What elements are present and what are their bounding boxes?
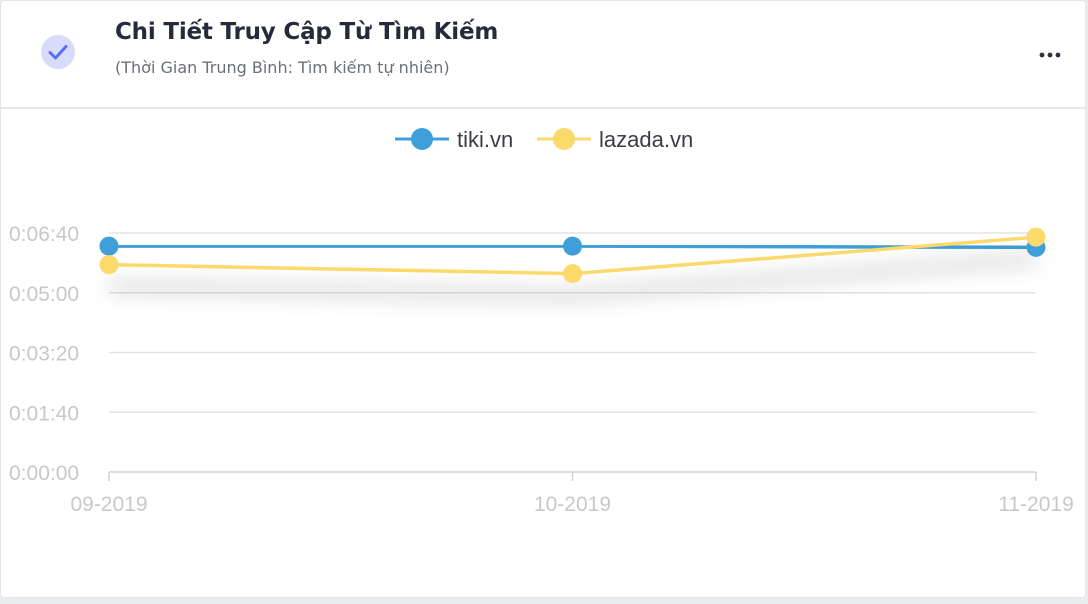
y-tick-label: 0:00:00	[9, 462, 79, 485]
legend-item-lazada[interactable]: lazada.vn	[535, 119, 705, 159]
legend-label-lazada: lazada.vn	[599, 127, 694, 152]
legend-swatch-lazada	[537, 128, 591, 150]
card-header: Chi Tiết Truy Cập Từ Tìm Kiếm (Thời Gian…	[1, 1, 1085, 109]
x-tick-label: 11-2019	[998, 493, 1074, 516]
series-point-0[interactable]	[99, 236, 119, 256]
series-point-1[interactable]	[1026, 227, 1046, 247]
x-tick-label: 10-2019	[534, 493, 611, 516]
series-point-1[interactable]	[99, 255, 119, 275]
card-title: Chi Tiết Truy Cập Từ Tìm Kiếm	[115, 19, 499, 45]
y-tick-label: 0:03:20	[9, 343, 79, 366]
legend-swatch-tiki	[395, 128, 449, 150]
card-subtitle: (Thời Gian Trung Bình: Tìm kiếm tự nhiên…	[115, 58, 450, 77]
series-point-0[interactable]	[563, 236, 582, 256]
more-options-button[interactable]	[1031, 41, 1067, 69]
y-tick-label: 0:01:40	[9, 402, 79, 425]
more-horizontal-icon	[1039, 52, 1061, 58]
legend-item-tiki[interactable]: tiki.vn	[393, 119, 523, 159]
chart-legend: tiki.vn lazada.vn	[1, 119, 1087, 159]
legend-label-tiki: tiki.vn	[457, 127, 514, 152]
x-tick-label: 09-2019	[70, 493, 147, 516]
check-icon	[41, 35, 75, 69]
y-tick-label: 0:05:00	[9, 283, 79, 306]
y-tick-label: 0:06:40	[9, 223, 79, 246]
series-point-1[interactable]	[563, 264, 582, 284]
